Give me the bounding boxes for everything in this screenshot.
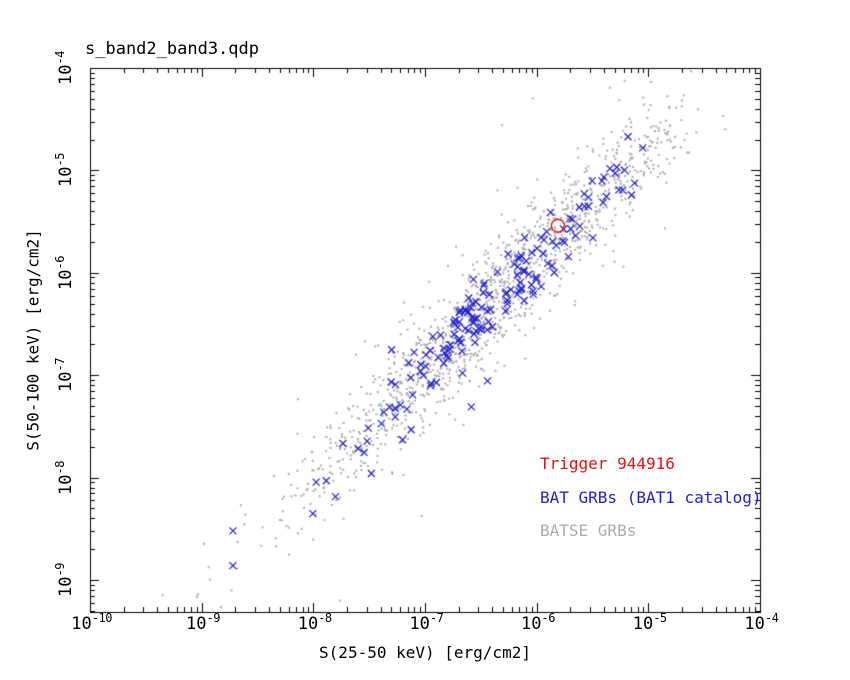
x-tick-label: 10-10 [71,611,112,634]
y-axis-label: S(50-100 keV) [erg/cm2] [23,229,43,451]
x-axis-label: S(25-50 keV) [erg/cm2] [319,643,531,662]
y-tick-label: 10-6 [53,255,76,290]
y-tick-label: 10-9 [53,563,76,597]
y-tick-label: 10-7 [53,358,76,393]
y-tick-label: 10-5 [53,153,76,188]
legend-item-batse-grbs: BATSE GRBs [540,521,637,540]
x-tick-label: 10-7 [409,611,444,634]
legend-item-bat-grbs: BAT GRBs (BAT1 catalog) [540,488,762,507]
legend-item-trigger: Trigger 944916 [540,454,675,473]
x-tick-label: 10-8 [297,611,332,634]
x-tick-label: 10-9 [186,611,220,634]
y-tick-label: 10-4 [53,51,76,85]
x-tick-label: 10-4 [744,611,779,634]
y-tick-label: 10-8 [53,460,76,495]
x-tick-label: 10-6 [521,611,555,634]
plot-title: s_band2_band3.qdp [85,39,259,59]
x-tick-label: 10-5 [632,611,667,634]
